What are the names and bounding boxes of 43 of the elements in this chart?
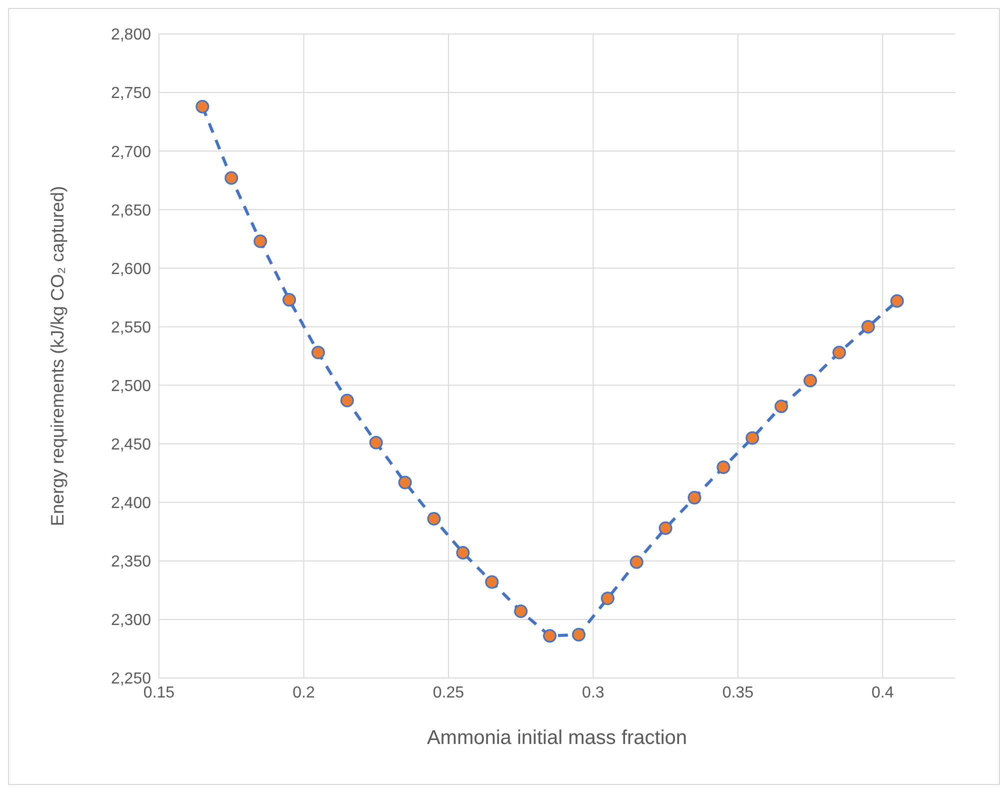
point [427, 512, 441, 526]
point [774, 400, 788, 414]
point [630, 555, 644, 569]
point [254, 234, 268, 248]
point [340, 394, 354, 408]
point [369, 436, 383, 450]
y-tick-label: 2,800 [110, 26, 152, 44]
point [658, 521, 672, 535]
point [746, 431, 760, 445]
point [716, 460, 730, 474]
point [890, 294, 904, 308]
point [282, 293, 296, 307]
x-tick-label: 0.3 [582, 684, 604, 702]
y-tick-label: 2,350 [110, 554, 152, 571]
point [311, 346, 325, 360]
point [224, 171, 238, 185]
point [572, 628, 586, 642]
y-axis-title: Energy requirements (kJ/kg CO₂ captured) [47, 186, 68, 526]
point [688, 490, 702, 504]
y-tick-label: 2,750 [110, 85, 152, 102]
point [398, 476, 412, 490]
y-tick-label: 2,550 [110, 319, 152, 336]
point [804, 374, 818, 388]
y-tick-label: 2,450 [110, 436, 152, 454]
point [543, 629, 557, 643]
point [514, 604, 528, 618]
y-tick-label: 2,500 [110, 378, 152, 395]
x-tick-label: 0.2 [292, 684, 315, 702]
y-tick-label: 2,300 [110, 612, 152, 630]
point [600, 592, 614, 606]
point [196, 100, 210, 114]
y-tick-label: 2,400 [110, 495, 152, 512]
point [485, 575, 499, 589]
x-axis-title: Ammonia initial mass fraction [426, 727, 688, 749]
x-tick-label: 0.25 [432, 684, 464, 702]
y-tick-label: 2,600 [110, 260, 152, 278]
point [832, 346, 846, 360]
y-tick-label: 2,650 [110, 202, 152, 220]
point [456, 546, 470, 560]
x-tick-label: 0.35 [722, 684, 754, 702]
y-tick-label: 2,700 [110, 144, 152, 161]
point [861, 320, 875, 334]
x-tick-label: 0.4 [872, 684, 894, 702]
